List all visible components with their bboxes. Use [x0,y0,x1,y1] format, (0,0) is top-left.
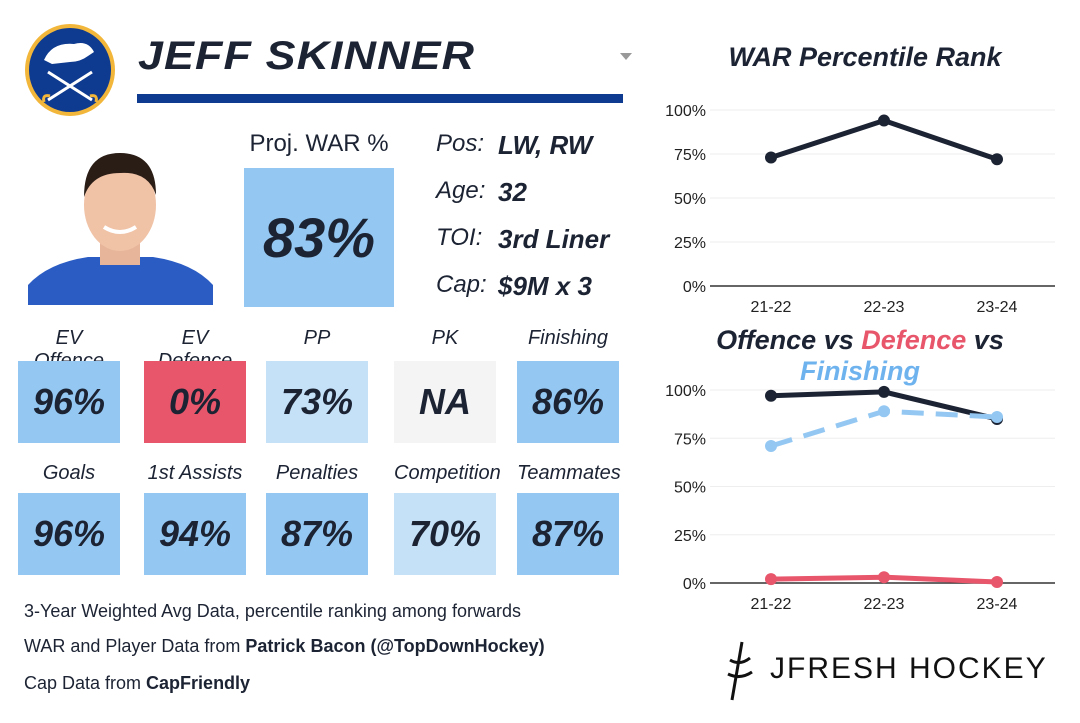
title-part: vs [966,325,1004,355]
y-tick-label: 50% [674,480,706,497]
brand-name: JFRESH HOCKEY [770,652,1048,685]
info-value: $9M x 3 [498,271,592,301]
stat-value: 87% [266,493,368,575]
x-tick-label: 21-22 [751,299,792,316]
proj-war-label: Proj. WAR % [249,130,389,157]
stat-value: 87% [517,493,619,575]
info-value: 32 [498,177,527,207]
x-tick-label: 22-23 [864,596,905,613]
info-key: TOI: [436,224,483,251]
stat-value: 96% [18,361,120,443]
info-key: Age: [436,177,486,204]
footer-bold: Patrick Bacon (@TopDownHockey) [245,636,545,656]
data-point [878,571,890,584]
stat-value: NA [394,361,496,443]
stat-label: Penalties [275,462,359,484]
player-name: JEFF SKINNER [138,34,476,78]
war-percentile-chart: 0% 25% 50% 75% 100% 21-22 22-23 23-24 [665,103,1055,316]
footer-note: 3-Year Weighted Avg Data, percentile ran… [24,601,521,621]
title-part: Finishing [800,356,920,386]
x-tick-label: 22-23 [864,299,905,316]
footer-bold: CapFriendly [146,673,251,693]
y-tick-label: 50% [674,191,706,208]
chart2-title: Offence vs Defence vs Finishing [660,325,1060,387]
y-tick-label: 0% [683,279,706,296]
info-cap: Cap: $9M x 3 [436,271,592,302]
data-point [765,573,777,586]
x-tick-label: 23-24 [977,299,1018,316]
stat-value: 73% [266,361,368,443]
info-key: Pos: [436,130,485,157]
footer-war-source: WAR and Player Data from Patrick Bacon (… [24,636,545,657]
data-point [878,385,890,398]
name-underline [137,94,623,103]
data-point [765,439,777,452]
info-key: Cap: [436,271,487,298]
x-tick-label: 21-22 [751,596,792,613]
footer-cap-source: Cap Data from CapFriendly [24,673,250,694]
stat-label: Finishing [527,327,609,349]
x-tick-label: 23-24 [977,596,1018,613]
dropdown-arrow-icon[interactable] [620,53,632,60]
jfresh-logo-icon [727,641,753,701]
title-part: Offence [716,325,817,355]
data-point [991,153,1003,166]
title-part: vs [816,325,862,355]
info-pos: Pos: LW, RW [436,130,592,161]
data-point [765,389,777,402]
info-toi: TOI: 3rd Liner [436,224,609,255]
data-point [878,405,890,418]
y-tick-label: 25% [674,528,706,545]
stat-label: Goals [42,462,96,484]
stat-label: 1st Assists [147,462,243,484]
y-tick-label: 75% [674,431,706,448]
info-value: 3rd Liner [498,224,610,254]
footer-text: WAR and Player Data from [24,636,246,656]
y-tick-label: 0% [683,576,706,593]
stat-value: 94% [144,493,246,575]
stat-label: Teammates [517,462,621,484]
data-point [765,151,777,164]
stat-label: Competition [394,462,501,484]
title-part: Defence [861,325,967,355]
stat-value: 70% [394,493,496,575]
sabres-logo [25,24,115,116]
stat-value: 86% [517,361,619,443]
stat-value: 96% [18,493,120,575]
y-tick-label: 75% [674,147,706,164]
player-photo [28,153,213,305]
info-age: Age: 32 [436,177,527,208]
offence-defence-finishing-chart: 0% 25% 50% 75% 100% 21-22 22-23 23-24 [665,383,1055,613]
stat-label: PK [431,327,459,349]
stat-label: PP [303,327,331,349]
chart1-title: WAR Percentile Rank [728,42,1002,72]
data-point [991,576,1003,589]
data-point [991,411,1003,424]
data-point [878,114,890,127]
footer-text: Cap Data from [24,673,147,693]
info-value: LW, RW [498,130,593,160]
y-tick-label: 100% [665,103,706,120]
stat-value: 0% [144,361,246,443]
proj-war-value: 83% [244,168,394,307]
y-tick-label: 100% [665,383,706,400]
y-tick-label: 25% [674,235,706,252]
